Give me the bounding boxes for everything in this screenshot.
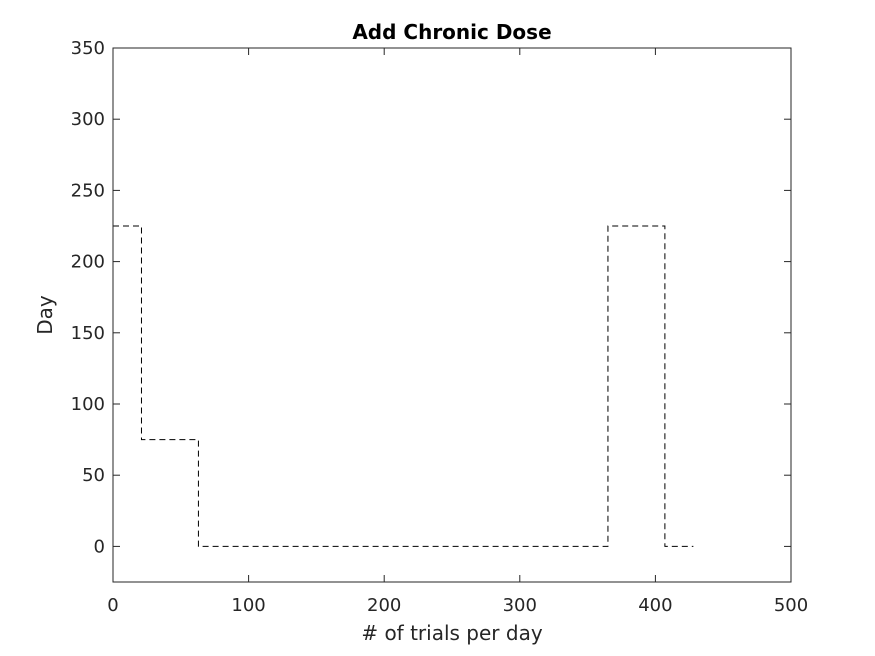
y-tick-label: 100 — [71, 394, 105, 415]
x-axis-label: # of trials per day — [361, 621, 542, 645]
y-axis-label: Day — [33, 295, 57, 335]
x-tick-label: 500 — [774, 595, 808, 616]
y-tick-label: 0 — [94, 536, 105, 557]
x-tick-label: 100 — [231, 595, 265, 616]
y-tick-label: 200 — [71, 252, 105, 273]
series-layer — [113, 225, 694, 547]
x-tick-label: 200 — [367, 595, 401, 616]
series-line-1 — [113, 225, 694, 547]
x-tick-label: 400 — [638, 595, 672, 616]
y-tick-label: 300 — [71, 109, 105, 130]
tick-layer: 0 100 200 300 400 500 0 50 100 150 200 250 300 350 — [71, 38, 809, 616]
y-tick-label: 150 — [71, 323, 105, 344]
y-tick-label: 50 — [82, 465, 105, 486]
x-tick-label: 0 — [107, 595, 118, 616]
y-tick-label: 350 — [71, 38, 105, 59]
axes-box — [112, 47, 792, 583]
chart-title: Add Chronic Dose — [352, 20, 551, 44]
x-tick-label: 300 — [503, 595, 537, 616]
plot-area — [113, 48, 791, 582]
y-tick-label: 250 — [71, 180, 105, 201]
